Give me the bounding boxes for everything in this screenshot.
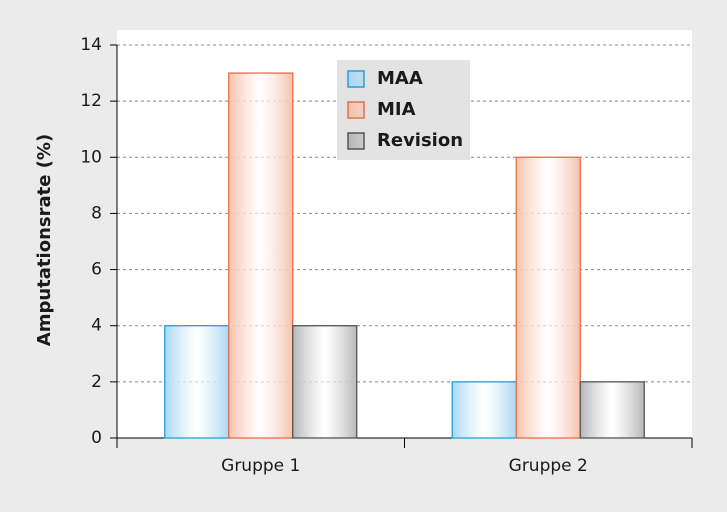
legend-swatch bbox=[347, 101, 365, 119]
y-tick-label: 10 bbox=[80, 147, 102, 167]
legend-swatch bbox=[347, 132, 365, 150]
legend-label: MAA bbox=[377, 68, 423, 89]
x-tick-label: Gruppe 2 bbox=[509, 456, 588, 476]
legend-swatch bbox=[347, 70, 365, 88]
bar bbox=[228, 72, 294, 439]
y-tick-label: 14 bbox=[80, 35, 102, 55]
bar bbox=[164, 325, 230, 439]
legend-label: MIA bbox=[377, 99, 416, 120]
x-tick-label: Gruppe 1 bbox=[221, 456, 300, 476]
y-tick-label: 8 bbox=[91, 203, 102, 223]
y-tick-label: 0 bbox=[91, 428, 102, 448]
legend-label: Revision bbox=[377, 130, 463, 151]
y-axis-label: Amputationsrate (%) bbox=[34, 134, 55, 346]
bar bbox=[579, 381, 645, 439]
bar bbox=[292, 325, 358, 439]
y-tick-label: 6 bbox=[91, 260, 102, 280]
y-tick-label: 2 bbox=[91, 372, 102, 392]
y-tick-label: 4 bbox=[91, 316, 102, 336]
bar bbox=[451, 381, 517, 439]
y-tick-label: 12 bbox=[80, 91, 102, 111]
bar bbox=[515, 156, 581, 439]
